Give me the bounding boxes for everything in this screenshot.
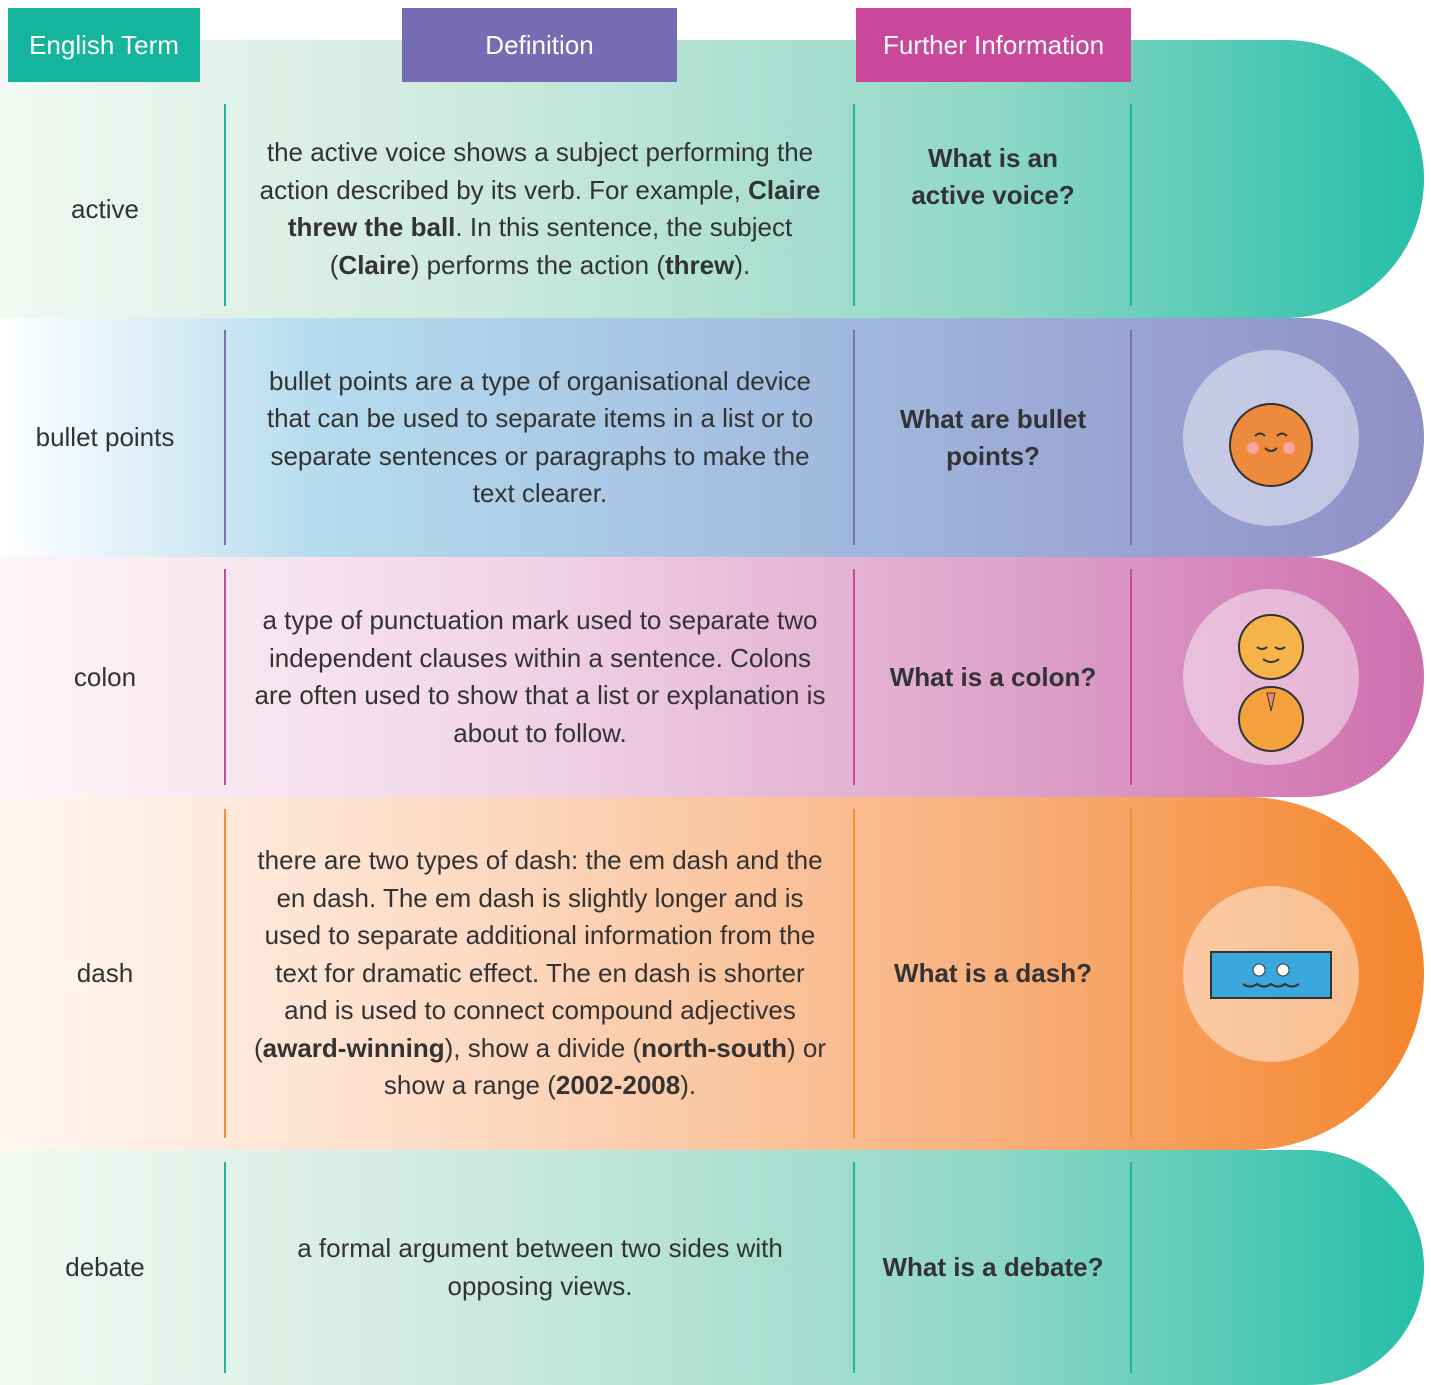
definition: there are two types of dash: the em dash… bbox=[240, 797, 840, 1150]
text: ) performs the action ( bbox=[410, 249, 665, 280]
bold-text: Claire threw the ball bbox=[287, 174, 821, 243]
question-link[interactable]: What is an active voice? bbox=[911, 143, 1075, 210]
question-link[interactable]: What is a dash? bbox=[894, 958, 1092, 988]
divider bbox=[1130, 1162, 1132, 1373]
definition-text: bullet points are a type of organisation… bbox=[253, 363, 828, 513]
term: active bbox=[71, 193, 139, 224]
text: ). bbox=[680, 1070, 697, 1101]
divider bbox=[224, 569, 226, 785]
question-link[interactable]: What is a debate? bbox=[882, 1252, 1104, 1282]
header-definition: Definition bbox=[402, 8, 677, 82]
text: a formal argument between two sides with… bbox=[297, 1233, 783, 1301]
definition-text: there are two types of dash: the em dash… bbox=[253, 842, 828, 1105]
text: ) or show a range ( bbox=[383, 1032, 827, 1101]
definition: bullet points are a type of organisation… bbox=[240, 318, 840, 557]
header-english-term: English Term bbox=[8, 8, 200, 82]
divider bbox=[853, 104, 855, 306]
divider bbox=[853, 809, 855, 1138]
row: dash there are two types of dash: the em… bbox=[0, 797, 1424, 1150]
divider bbox=[1130, 809, 1132, 1138]
definition-text: a type of punctuation mark used to separ… bbox=[253, 602, 828, 752]
definition-text: the active voice shows a subject perform… bbox=[253, 134, 828, 284]
term: debate bbox=[65, 1252, 145, 1282]
divider bbox=[853, 330, 855, 545]
bold-text: award-winning bbox=[262, 1032, 445, 1063]
text: there are two types of dash: the em dash… bbox=[253, 845, 823, 1063]
question-link[interactable]: What are bullet points? bbox=[899, 403, 1087, 471]
row: debate a formal argument between two sid… bbox=[0, 1150, 1424, 1385]
row: colon a type of punctuation mark used to… bbox=[0, 557, 1424, 797]
definition: a formal argument between two sides with… bbox=[240, 1150, 840, 1385]
divider bbox=[224, 809, 226, 1138]
row: bullet points bullet points are a type o… bbox=[0, 318, 1424, 557]
divider bbox=[1130, 104, 1132, 306]
row: active the active voice shows a subject … bbox=[0, 40, 1424, 318]
definition-text: a formal argument between two sides with… bbox=[253, 1230, 828, 1305]
divider bbox=[224, 330, 226, 545]
divider bbox=[1130, 569, 1132, 785]
term: bullet points bbox=[35, 422, 175, 452]
text: a type of punctuation mark used to separ… bbox=[254, 605, 826, 748]
text: ), show a divide ( bbox=[444, 1032, 642, 1063]
bold-text: north-south bbox=[641, 1032, 788, 1063]
text: bullet points are a type of organisation… bbox=[266, 365, 814, 509]
text: the active voice shows a subject perform… bbox=[259, 137, 814, 205]
divider bbox=[1130, 330, 1132, 545]
bold-text: Claire bbox=[338, 249, 411, 280]
header-further-information: Further Information bbox=[856, 8, 1131, 82]
icon bbox=[1183, 885, 1359, 1062]
bold-text: 2002-2008 bbox=[555, 1070, 681, 1101]
question-link[interactable]: What is a colon? bbox=[889, 661, 1097, 692]
divider bbox=[224, 1162, 226, 1373]
icon bbox=[1183, 349, 1359, 526]
icon bbox=[1183, 589, 1359, 765]
divider bbox=[853, 569, 855, 785]
text: ). bbox=[734, 249, 751, 280]
definition: a type of punctuation mark used to separ… bbox=[240, 557, 840, 797]
definition: the active voice shows a subject perform… bbox=[240, 40, 840, 318]
text: . In this sentence, the subject ( bbox=[329, 212, 793, 280]
divider bbox=[224, 104, 226, 306]
bold-text: threw bbox=[665, 249, 735, 280]
divider bbox=[853, 1162, 855, 1373]
term: dash bbox=[76, 958, 134, 988]
term: colon bbox=[73, 661, 137, 692]
